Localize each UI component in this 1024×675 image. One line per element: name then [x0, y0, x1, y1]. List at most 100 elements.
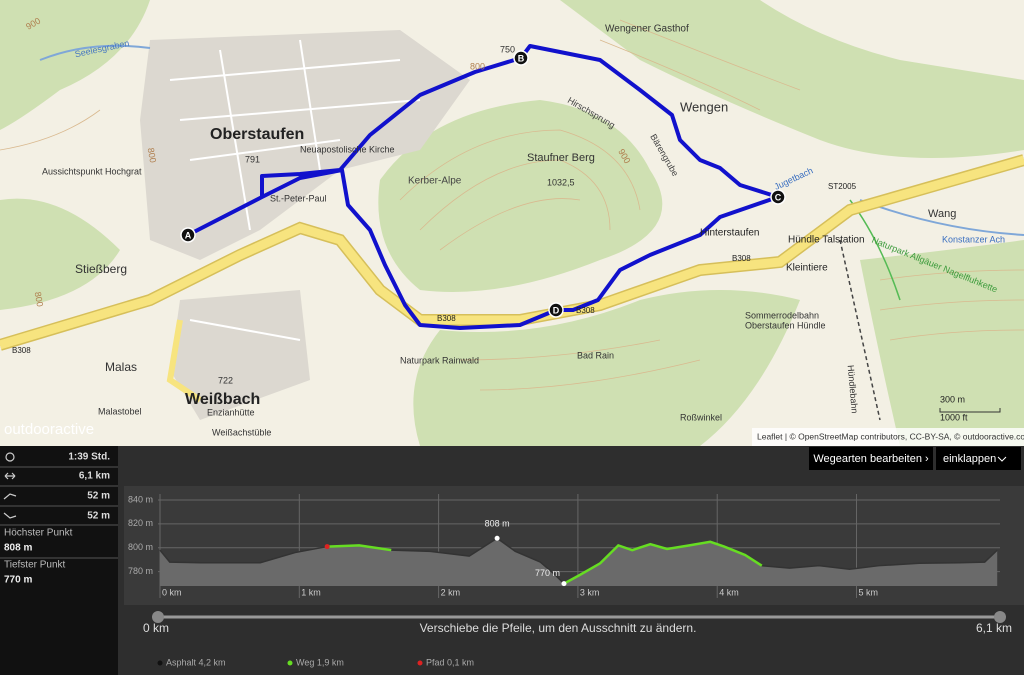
route-marker [770, 189, 786, 205]
stat-label: Höchster Punkt [4, 528, 73, 539]
map-label: B308 [576, 306, 595, 315]
y-tick-label: 840 m [128, 494, 153, 504]
annotation: 808 m [485, 519, 510, 529]
map-label: Oberstaufen Hündle [745, 320, 826, 330]
sidebar [0, 446, 118, 675]
route-marker [513, 50, 529, 66]
map-label: Weißachstüble [212, 427, 271, 437]
route-marker-label: B [518, 53, 525, 63]
button-label[interactable]: Wegearten bearbeiten › [813, 453, 929, 465]
slider-end: 6,1 km [976, 621, 1012, 635]
elevation-panel: 840 m 820 m 800 m 780 m 0 km 1 km 2 km 3 km 4 km… [0, 446, 1024, 675]
map-label: St.-Peter-Paul [270, 193, 327, 203]
map-label: B308 [12, 346, 31, 355]
stat-value: 808 m [4, 543, 32, 554]
forest [0, 0, 1024, 446]
route-marker [548, 302, 564, 318]
annotation-point [561, 581, 567, 587]
scale-label: 300 m [940, 394, 965, 404]
map-label: Enzianhütte [207, 407, 255, 417]
stat-value: 1:39 Std. [68, 452, 110, 463]
route-marker-label: A [185, 230, 192, 240]
map-label: B308 [732, 254, 751, 263]
sidebar-separators [0, 466, 118, 559]
slider-hint: Verschiebe die Pfeile, um den Ausschnitt… [420, 621, 697, 635]
slider-start: 0 km [143, 621, 169, 635]
button-label[interactable]: einklappen [943, 453, 996, 465]
stat-value: 52 m [87, 491, 110, 502]
map-label: Konstanzer Ach [942, 234, 1005, 244]
scale-label: 1000 ft [940, 412, 968, 422]
map-label: Staufner Berg [527, 152, 595, 164]
route-marker-label: D [553, 305, 560, 315]
map-label: Hündlebahn [846, 365, 860, 414]
cable-car [839, 239, 881, 421]
button-edit[interactable] [809, 447, 933, 470]
map-label: 750 [500, 44, 515, 54]
elevation-line [327, 540, 763, 585]
map-label: 791 [245, 154, 260, 164]
legend-label: Asphalt 4,2 km [166, 657, 226, 667]
annotation-point [494, 535, 500, 541]
y-tick-label: 820 m [128, 518, 153, 528]
attribution-bg [752, 428, 1024, 446]
button-collapse[interactable] [936, 447, 1021, 470]
x-tick-label: 0 km [162, 587, 182, 597]
elevation-area [160, 538, 998, 586]
slider-handle[interactable] [152, 611, 164, 623]
map-label: Stießberg [75, 262, 127, 276]
slider-handle[interactable] [994, 611, 1006, 623]
map-label: Oberstaufen [210, 126, 304, 143]
contours [0, 19, 1024, 391]
map-label: Kerber-Alpe [408, 176, 462, 187]
map-label: Bad Rain [577, 350, 614, 360]
map-label: 800 [470, 61, 485, 71]
x-tick-label: 2 km [441, 587, 461, 597]
x-tick-label: 1 km [301, 587, 321, 597]
x-tick-label: 4 km [719, 587, 739, 597]
stat-label: Tiefster Punkt [4, 560, 66, 571]
road [0, 155, 1024, 350]
route-marker [180, 227, 196, 243]
map-label: Kleintiere [786, 263, 828, 274]
map-label: 800 [146, 147, 158, 164]
legend-swatch [157, 660, 163, 666]
map-label: Aussichtspunkt Hochgrat [42, 166, 142, 176]
scale-bar [939, 408, 1001, 413]
x-tick-label: 5 km [859, 587, 879, 597]
map-label: Wengener Gasthof [605, 24, 689, 35]
map-label: Malastobel [98, 406, 142, 416]
stat-value: 52 m [87, 511, 110, 522]
map-label: Malas [105, 360, 137, 374]
map-label: ST2005 [828, 182, 857, 191]
series-point [324, 544, 330, 550]
map-label: Hündle Talstation [788, 235, 865, 246]
road [166, 319, 202, 403]
map-label: Neuapostolische Kirche [300, 144, 395, 154]
chart: 840 m 820 m 800 m 780 m 0 km 1 km 2 km 3 km 4 km… [128, 494, 1000, 667]
map-label: B308 [437, 314, 456, 323]
sidebar-icons [3, 452, 17, 519]
annotation: 770 m [535, 568, 560, 578]
legend-label: Pfad 0,1 km [426, 657, 474, 667]
plot-background [124, 486, 1024, 605]
stat-value: 6,1 km [79, 471, 110, 482]
legend-swatch [417, 660, 423, 666]
map-label: Naturpark Rainwald [400, 355, 479, 365]
river [39, 44, 151, 61]
map-label: Weißbach [185, 391, 260, 408]
map-label: Wang [928, 208, 956, 220]
y-tick-label: 800 m [128, 542, 153, 552]
x-tick-label: 3 km [580, 587, 600, 597]
logo: outdooractive [4, 421, 94, 438]
legend-label: Weg 1,9 km [296, 657, 344, 667]
map-label: 1032,5 [547, 177, 575, 187]
map[interactable]: Oberstaufen Weißbach Wengen Stießberg Malas S… [0, 0, 1024, 446]
stat-value: 770 m [4, 575, 32, 586]
route-marker-label: C [775, 192, 782, 202]
streets [169, 39, 421, 341]
attribution: Leaflet | © OpenStreetMap contributors, … [757, 431, 1024, 441]
chevron [997, 456, 1007, 462]
map-label: 800 [33, 291, 45, 308]
